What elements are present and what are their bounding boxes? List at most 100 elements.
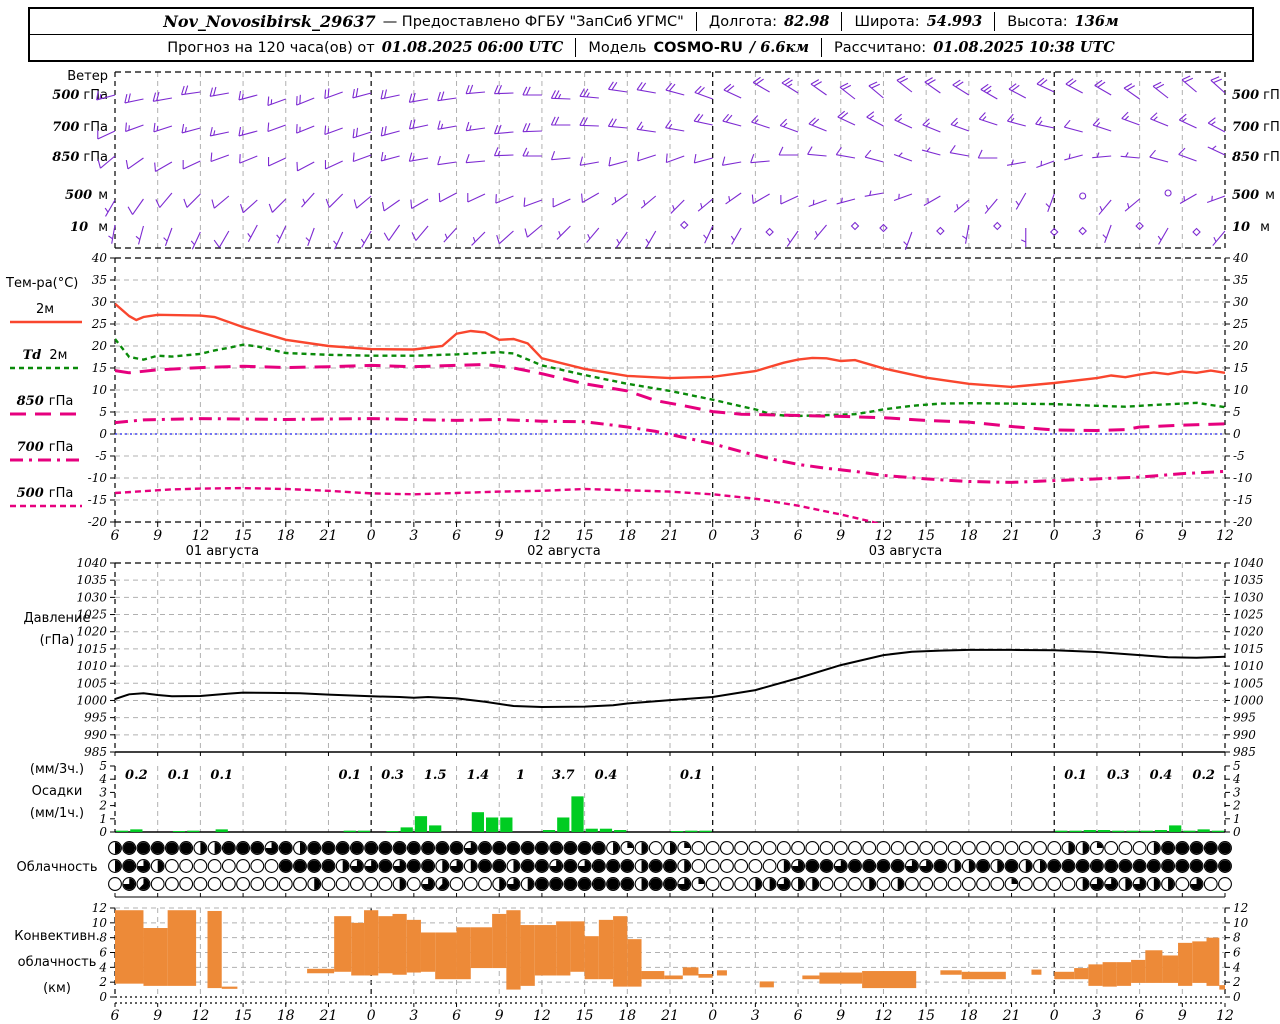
precip-bar bbox=[1183, 830, 1196, 832]
precip-bar bbox=[1197, 829, 1210, 832]
precip-bar bbox=[1154, 830, 1168, 832]
precip-bar bbox=[699, 830, 712, 832]
precip-bar bbox=[386, 831, 399, 832]
temp-panel-title: Тем-ра(°C) bbox=[5, 276, 78, 291]
svg-text:10: 10 bbox=[92, 916, 108, 930]
wind-level-value: 700 bbox=[1232, 120, 1259, 135]
precip-bar bbox=[1083, 830, 1096, 832]
svg-text:20: 20 bbox=[91, 339, 108, 353]
legend-t850: 850 гПа bbox=[17, 394, 74, 409]
svg-text:40: 40 bbox=[1232, 251, 1249, 265]
longitude-label: Долгота: bbox=[708, 13, 778, 30]
conv-cloud-bar bbox=[520, 925, 535, 986]
wind-level-value: 500 bbox=[52, 88, 79, 103]
legend-t2m: 2м bbox=[36, 302, 54, 317]
svg-text:6: 6 bbox=[99, 946, 107, 960]
svg-text:2: 2 bbox=[1232, 799, 1241, 813]
svg-text:30: 30 bbox=[92, 295, 108, 309]
temp-series bbox=[115, 302, 1225, 523]
svg-text:9: 9 bbox=[153, 528, 162, 544]
conv-cloud-bar bbox=[334, 916, 352, 972]
provider-text: — Предоставлено ФГБУ "ЗапСиб УГМС" bbox=[382, 13, 684, 30]
wind-level-label-700hpa-right: 700 гПа bbox=[1232, 120, 1280, 135]
model-label: Модель bbox=[588, 39, 647, 56]
svg-text:1000: 1000 bbox=[1233, 693, 1264, 707]
precip-3h-value: 1.4 bbox=[467, 768, 490, 783]
conv-cloud-bar bbox=[664, 975, 683, 980]
svg-text:12: 12 bbox=[533, 1008, 551, 1024]
svg-text:25: 25 bbox=[91, 317, 107, 331]
svg-text:1025: 1025 bbox=[76, 608, 107, 622]
svg-text:1010: 1010 bbox=[1233, 659, 1264, 673]
svg-text:0: 0 bbox=[99, 990, 107, 1004]
svg-text:3: 3 bbox=[409, 528, 418, 544]
legend-value: Td bbox=[23, 348, 42, 363]
conv-cloud-bar bbox=[406, 919, 421, 973]
wind-barbs bbox=[96, 75, 1226, 251]
conv-cloud-bar bbox=[435, 932, 457, 980]
svg-text:5: 5 bbox=[1233, 759, 1241, 773]
legend-unit: гПа bbox=[49, 440, 74, 455]
conv-cloud-bar bbox=[1219, 985, 1225, 990]
precip-bar bbox=[599, 828, 613, 832]
wind-level-unit: гПа bbox=[83, 120, 108, 135]
precip-bar bbox=[130, 829, 143, 832]
conv-cloud-bar bbox=[506, 910, 521, 990]
wind-level-label-500m-left: 500 м bbox=[65, 188, 108, 203]
separator bbox=[695, 12, 697, 31]
svg-text:21: 21 bbox=[660, 1008, 679, 1024]
svg-text:18: 18 bbox=[960, 1008, 978, 1024]
svg-text:0: 0 bbox=[1233, 427, 1241, 441]
svg-text:0: 0 bbox=[367, 1008, 376, 1024]
wind-level-unit: гПа bbox=[1263, 150, 1280, 165]
wind-level-label-700hpa-left: 700 гПа bbox=[52, 120, 108, 135]
wind-level-label-500hpa-left: 500 гПа bbox=[52, 88, 108, 103]
svg-text:20: 20 bbox=[1232, 339, 1249, 353]
precip-3h-value: 0.3 bbox=[1107, 768, 1130, 783]
precip-bar bbox=[343, 830, 356, 832]
wind-level-value: 850 bbox=[52, 150, 79, 165]
conv-cloud-bar bbox=[143, 928, 168, 986]
svg-text:18: 18 bbox=[960, 528, 978, 544]
precip-bar bbox=[585, 828, 598, 832]
svg-text:03 августа: 03 августа bbox=[869, 544, 943, 559]
svg-text:6: 6 bbox=[1135, 1008, 1144, 1024]
svg-text:12: 12 bbox=[533, 528, 551, 544]
wind-level-value: 850 bbox=[1232, 150, 1259, 165]
precip-3h-value: 0.4 bbox=[595, 768, 618, 783]
svg-text:2: 2 bbox=[98, 975, 107, 989]
svg-text:6: 6 bbox=[794, 528, 803, 544]
svg-text:5: 5 bbox=[1233, 405, 1241, 419]
wind-level-unit: м bbox=[98, 188, 108, 203]
wind-level-label-10m-right: 10 м bbox=[1232, 220, 1270, 235]
precip-3h-value: 0.4 bbox=[1150, 768, 1173, 783]
precip-1h-label: (мм/1ч.) bbox=[30, 806, 84, 821]
wind-level-label-500hpa-right: 500 гПа bbox=[1232, 88, 1280, 103]
conv-label-1: Конвективн. bbox=[14, 929, 100, 944]
wind-level-label-10m-left: 10 м bbox=[70, 220, 108, 235]
svg-text:-15: -15 bbox=[1233, 493, 1252, 507]
legend-t500: 500 гПа bbox=[17, 486, 74, 501]
precip-3h-value: 0.2 bbox=[1192, 768, 1215, 783]
svg-text:12: 12 bbox=[875, 528, 893, 544]
svg-text:18: 18 bbox=[277, 1008, 295, 1024]
temp-legend-samples bbox=[10, 320, 82, 508]
conv-cloud-bar bbox=[167, 910, 197, 986]
svg-text:12: 12 bbox=[1216, 1008, 1234, 1024]
altitude-value: 136м bbox=[1074, 13, 1119, 30]
wind-level-unit: м bbox=[98, 220, 108, 235]
conv-cloud-bar bbox=[627, 939, 642, 987]
svg-text:0: 0 bbox=[367, 528, 376, 544]
header-row-model: Прогноз на 120 часа(ов) от 01.08.2025 06… bbox=[30, 34, 1252, 60]
svg-text:10: 10 bbox=[1233, 916, 1249, 930]
precip-3h-value: 0.3 bbox=[381, 768, 404, 783]
wind-level-value: 500 bbox=[65, 188, 92, 203]
svg-text:21: 21 bbox=[660, 528, 679, 544]
svg-text:15: 15 bbox=[576, 1008, 594, 1024]
conv-cloud-bar bbox=[940, 970, 962, 975]
conv-cloud-bar bbox=[1131, 959, 1146, 983]
precip-bar bbox=[215, 829, 228, 832]
conv-cloud-bar bbox=[470, 927, 493, 969]
precip-3h-value: 1 bbox=[516, 768, 525, 783]
